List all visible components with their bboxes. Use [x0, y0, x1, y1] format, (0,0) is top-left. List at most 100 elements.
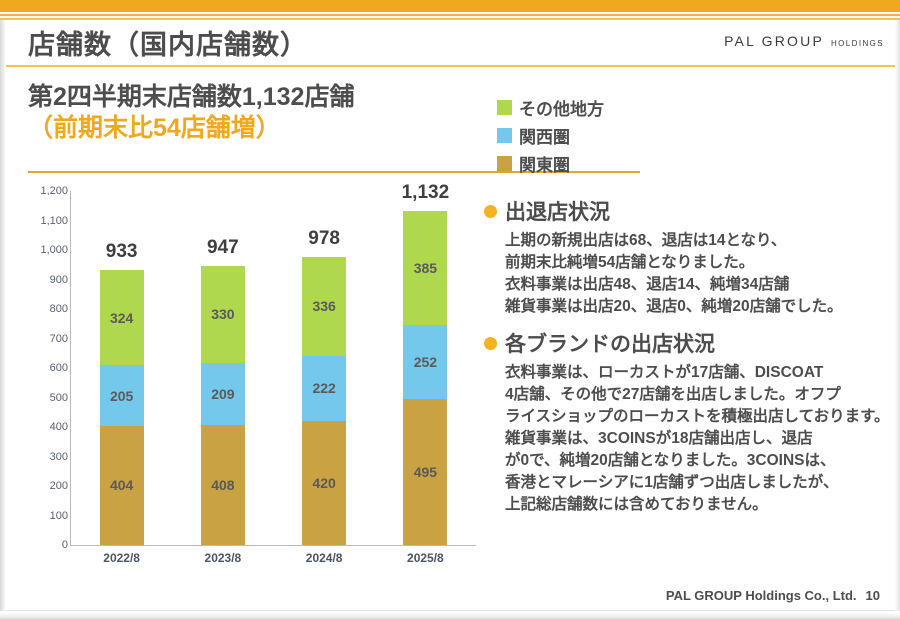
commentary-line: 衣料事業は出店48、退店14、純増34店舗: [505, 276, 790, 293]
x-axis-tick-label: 2022/8: [103, 551, 140, 565]
y-axis-tick-label: 300: [49, 450, 68, 463]
y-axis-tick-label: 1,000: [40, 244, 68, 256]
bar-segment-value: 495: [413, 463, 438, 480]
y-axis-tick-label: 0: [61, 539, 68, 551]
y-axis-tick-label: 700: [49, 332, 68, 345]
slide-header: 店舗数（国内店舗数） PAL GROUP HOLDINGS: [0, 20, 900, 65]
bar-segment[interactable]: 324: [99, 269, 144, 366]
plot-area: 324 205 404 933 330 209 408 947 336 222 420 978 385 2…: [71, 182, 476, 545]
commentary-line: 雑貨事業は、3COINSが18店舗出店し、退店: [505, 430, 813, 447]
bar-segment[interactable]: 408: [200, 424, 245, 545]
commentary-line: 上期の新規出店は68、退店は14となり、: [505, 232, 787, 249]
x-axis-tick-label: 2024/8: [305, 551, 343, 565]
bar-segment-value: 330: [211, 306, 235, 323]
bar-segment[interactable]: 404: [99, 425, 144, 545]
commentary-heading: 各ブランドの出店状況: [484, 328, 888, 358]
bar-segment[interactable]: 252: [403, 324, 448, 399]
bar-segment-value: 252: [413, 353, 438, 370]
y-axis-line: [70, 191, 71, 545]
legend-item-label: 関東圏: [519, 156, 570, 175]
footer-divider: [6, 610, 895, 611]
top-accent-line-1: [0, 14, 900, 16]
bar-segment-value: 222: [312, 380, 336, 397]
header-divider: [6, 65, 895, 67]
bar-segment[interactable]: 209: [200, 363, 245, 425]
subtitle-divider: [28, 171, 640, 173]
commentary-body: 上期の新規出店は68、退店は14となり、 前期末比純増54店舗となりました。衣料事…: [505, 230, 888, 318]
y-axis-tick-label: 1,100: [40, 214, 68, 227]
bar-segment-value: 209: [211, 385, 235, 402]
y-axis-tick-label: 900: [49, 273, 68, 286]
commentary-line: 衣料事業は、ローカストが17店舗、DISCOAT: [505, 364, 824, 381]
legend-item: その他地方: [497, 95, 604, 120]
bar-segment-value: 324: [109, 309, 134, 326]
logo-primary-text: PAL GROUP: [724, 33, 824, 49]
x-axis-line: [70, 545, 476, 546]
legend-item: 関西圏: [497, 123, 604, 148]
commentary-line: 上記総店舗数には含めておりません。: [505, 496, 768, 513]
bar-segment[interactable]: 222: [302, 355, 347, 422]
bar-total-label: 933: [105, 240, 138, 262]
stacked-bar[interactable]: 324 205 404 933: [99, 241, 144, 545]
commentary-heading: 出退店状況: [484, 196, 888, 226]
commentary-line: が0で、純増20店舗となりました。3COINSは、: [505, 452, 836, 469]
commentary-line: ライスショップのローカストを積極出店しております。: [505, 408, 890, 425]
legend-item-label: 関西圏: [519, 128, 570, 147]
y-axis-tick-label: 100: [49, 509, 68, 522]
bar-segment[interactable]: 336: [302, 256, 347, 356]
bullet-dot-icon: [484, 204, 497, 218]
commentary-line: 香港とマレーシアに1店舗ずつ出店しましたが、: [505, 474, 839, 491]
pal-group-logo: PAL GROUP HOLDINGS: [724, 33, 884, 49]
legend-swatch-icon: [497, 156, 512, 171]
top-accent-band: [0, 0, 900, 12]
y-axis-tick-label: 800: [49, 303, 68, 315]
x-axis-tick-label: 2023/8: [204, 551, 242, 565]
commentary-panel: 出退店状況上期の新規出店は68、退店は14となり、 前期末比純増54店舗となりまし…: [484, 196, 890, 526]
slide-footer: PAL GROUP Holdings Co., Ltd. 10: [666, 588, 880, 603]
bar-segment-value: 336: [312, 298, 336, 315]
slide-right-edge: [895, 20, 900, 611]
y-axis-tick-label: 500: [49, 391, 68, 404]
subtitle-secondary: （前期末比54店舗増）: [28, 114, 281, 143]
footer-page-number: 10: [865, 588, 880, 603]
slide-left-edge: [0, 20, 6, 611]
chart-legend: その他地方関西圏関東圏: [497, 95, 604, 176]
subtitle-primary: 第2四半期末店舗数1,132店舗: [28, 83, 355, 111]
commentary-line: 4店舗、その他で27店舗を出店しました。オフプ: [505, 386, 841, 403]
y-axis-tick-label: 600: [49, 362, 68, 374]
slide-bottom-edge: [0, 613, 900, 619]
bar-segment-value: 205: [109, 387, 134, 404]
page-title: 店舗数（国内店舗数）: [28, 30, 308, 60]
legend-swatch-icon: [497, 128, 512, 143]
bar-segment[interactable]: 420: [302, 421, 347, 545]
bar-total-label: 947: [207, 236, 239, 258]
legend-item-label: その他地方: [519, 100, 604, 119]
commentary-heading-text: 各ブランドの出店状況: [505, 333, 715, 356]
commentary-line: 前期末比純増54店舗となりました。: [505, 254, 755, 271]
stacked-bar[interactable]: 385 252 495 1,132: [402, 182, 449, 545]
commentary-line: 雑貨事業は出店20、退店0、純増20店舗でした。: [505, 298, 843, 315]
subtitle-block: 第2四半期末店舗数1,132店舗 （前期末比54店舗増）: [28, 82, 498, 145]
commentary-heading-text: 出退店状況: [505, 201, 610, 224]
bar-segment[interactable]: 385: [403, 211, 448, 325]
stacked-bar[interactable]: 330 209 408 947: [200, 237, 245, 545]
bar-segment[interactable]: 205: [99, 365, 144, 426]
y-axis-tick-label: 1,200: [40, 185, 68, 197]
legend-swatch-icon: [497, 100, 512, 115]
bar-segment-value: 404: [109, 477, 134, 494]
stacked-bar[interactable]: 336 222 420 978: [302, 228, 347, 545]
top-accent-line-2: [0, 18, 900, 20]
y-axis-tick-label: 200: [49, 480, 68, 492]
bar-segment[interactable]: 495: [403, 398, 448, 545]
bar-segment-value: 420: [312, 475, 336, 492]
bullet-dot-icon: [484, 336, 497, 350]
commentary-section: 各ブランドの出店状況衣料事業は、ローカストが17店舗、DISCOAT 4店舗、その…: [484, 328, 890, 516]
bar-segment[interactable]: 330: [200, 265, 245, 363]
y-axis: 1,200 1,100 1,000 900 800 700 600 500 400 300 200 1…: [18, 185, 68, 575]
bar-segment-value: 408: [211, 476, 235, 493]
footer-company: PAL GROUP Holdings Co., Ltd.: [665, 588, 857, 603]
bar-total-label: 1,132: [401, 182, 450, 204]
store-count-chart: 1,200 1,100 1,000 900 800 700 600 500 400 300 200 1…: [18, 182, 478, 575]
x-axis-tick-label: 2025/8: [407, 551, 444, 565]
